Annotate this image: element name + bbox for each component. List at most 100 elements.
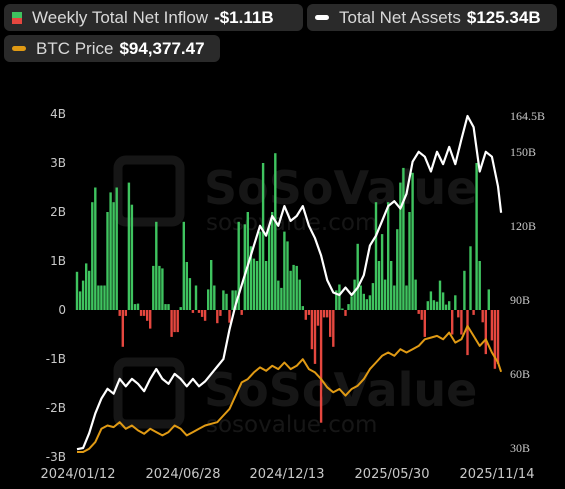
- inflow-bar: [75, 271, 79, 310]
- inflow-bar: [289, 270, 292, 310]
- x-tick: 2025/05/30: [355, 467, 430, 482]
- inflow-bar: [133, 304, 137, 310]
- y-left-tick: 3B: [50, 156, 66, 170]
- y-right-tick: 60B: [510, 367, 530, 381]
- inflow-bar: [417, 310, 420, 314]
- inflow-bar: [286, 241, 289, 310]
- inflow-bar: [475, 163, 478, 310]
- y-left-tick: 0: [58, 303, 66, 317]
- inflow-bar: [261, 163, 265, 310]
- inflow-bar: [402, 167, 405, 310]
- inflow-bar: [435, 301, 439, 310]
- inflow-label: Weekly Total Net Inflow: [32, 7, 209, 27]
- inflow-bar: [472, 310, 475, 315]
- btc-value: $94,377.47: [119, 38, 205, 58]
- inflow-bar: [124, 310, 127, 316]
- inflow-bar: [429, 291, 433, 310]
- inflow-bar: [197, 310, 201, 313]
- inflow-bar: [264, 261, 268, 310]
- inflow-bar: [222, 290, 225, 310]
- inflow-bar: [97, 285, 100, 310]
- inflow-bar: [481, 310, 484, 323]
- inflow-bar: [298, 279, 301, 310]
- assets-value: $125.34B: [466, 7, 541, 27]
- y-left-tick: 4B: [50, 107, 66, 121]
- inflow-bar: [142, 310, 146, 316]
- inflow-bar: [78, 291, 82, 310]
- inflow-bar: [466, 310, 469, 356]
- inflow-bar: [463, 270, 466, 310]
- inflow-bar: [307, 310, 311, 315]
- inflow-bar: [444, 304, 448, 310]
- inflow-bar: [103, 285, 106, 310]
- inflow-bar: [487, 289, 490, 310]
- watermark-url: sosovalue.com: [206, 210, 377, 236]
- inflow-bar: [319, 310, 323, 423]
- inflow-bar: [457, 310, 460, 318]
- inflow-bar: [88, 270, 91, 310]
- inflow-bar: [344, 310, 347, 316]
- inflow-bar: [426, 301, 429, 310]
- inflow-bar: [115, 187, 118, 310]
- inflow-bar: [164, 304, 167, 310]
- inflow-bar: [295, 265, 298, 310]
- inflow-bar: [216, 310, 219, 324]
- inflow-swatch-icon: [12, 11, 22, 24]
- inflow-bar: [399, 182, 402, 310]
- inflow-bar: [310, 310, 314, 350]
- series-lines: [76, 114, 503, 453]
- inflow-bar: [338, 284, 341, 310]
- inflow-bar: [94, 187, 97, 310]
- inflow-bar: [347, 304, 350, 310]
- inflow-bar: [313, 310, 317, 364]
- inflow-bar: [194, 285, 198, 310]
- legend-assets[interactable]: Total Net Assets $125.34B: [307, 4, 557, 31]
- watermark-url-2: sosovalue.com: [206, 412, 377, 438]
- x-tick: 2024/01/12: [41, 467, 116, 482]
- inflow-bar: [304, 310, 307, 320]
- inflow-bar: [219, 310, 222, 316]
- inflow-bar: [438, 280, 442, 310]
- inflow-bar: [469, 246, 472, 310]
- inflow-bar: [225, 293, 228, 310]
- inflow-bar: [460, 310, 463, 335]
- inflow-bar: [188, 278, 192, 310]
- inflow-bar: [243, 224, 246, 311]
- inflow-bar: [484, 310, 487, 355]
- inflow-bar: [329, 310, 332, 337]
- inflow-bar: [332, 310, 335, 347]
- y-right-tick: 90B: [510, 293, 530, 307]
- inflow-bar: [185, 262, 188, 310]
- inflow-bar: [420, 310, 423, 320]
- inflow-bar: [359, 285, 362, 310]
- y-axis-right: 164.5B 150B 120B 90B 60B 30B: [510, 109, 545, 455]
- x-tick: 2024/12/13: [250, 467, 325, 482]
- inflow-bar: [127, 182, 131, 310]
- inflow-bar: [393, 285, 396, 310]
- y-left-tick: -3B: [46, 450, 66, 464]
- inflow-bar: [210, 260, 213, 310]
- inflow-bar: [237, 221, 240, 310]
- inflow-bar: [109, 192, 112, 310]
- inflow-bar: [228, 310, 231, 323]
- inflow-bar: [213, 285, 216, 310]
- inflow-bar: [155, 221, 158, 310]
- inflow-bar: [353, 279, 356, 310]
- inflow-bar: [231, 290, 234, 310]
- inflow-bar: [380, 234, 384, 310]
- inflow-bar: [341, 308, 344, 310]
- legend-btc[interactable]: BTC Price $94,377.47: [4, 35, 220, 62]
- inflow-bar: [121, 310, 124, 347]
- inflow-bar: [451, 310, 454, 335]
- assets-swatch-icon: [315, 15, 329, 20]
- inflow-bar: [136, 303, 140, 310]
- inflow-bar: [350, 296, 353, 310]
- inflow-bar: [255, 261, 259, 310]
- inflow-bar: [478, 261, 481, 310]
- inflow-bar: [170, 310, 173, 337]
- inflow-bar: [316, 310, 320, 326]
- legend-inflow[interactable]: Weekly Total Net Inflow -$1.11B: [4, 4, 303, 31]
- inflow-bar: [182, 221, 185, 310]
- inflow-bars: [75, 153, 500, 423]
- y-right-tick: 30B: [510, 441, 530, 455]
